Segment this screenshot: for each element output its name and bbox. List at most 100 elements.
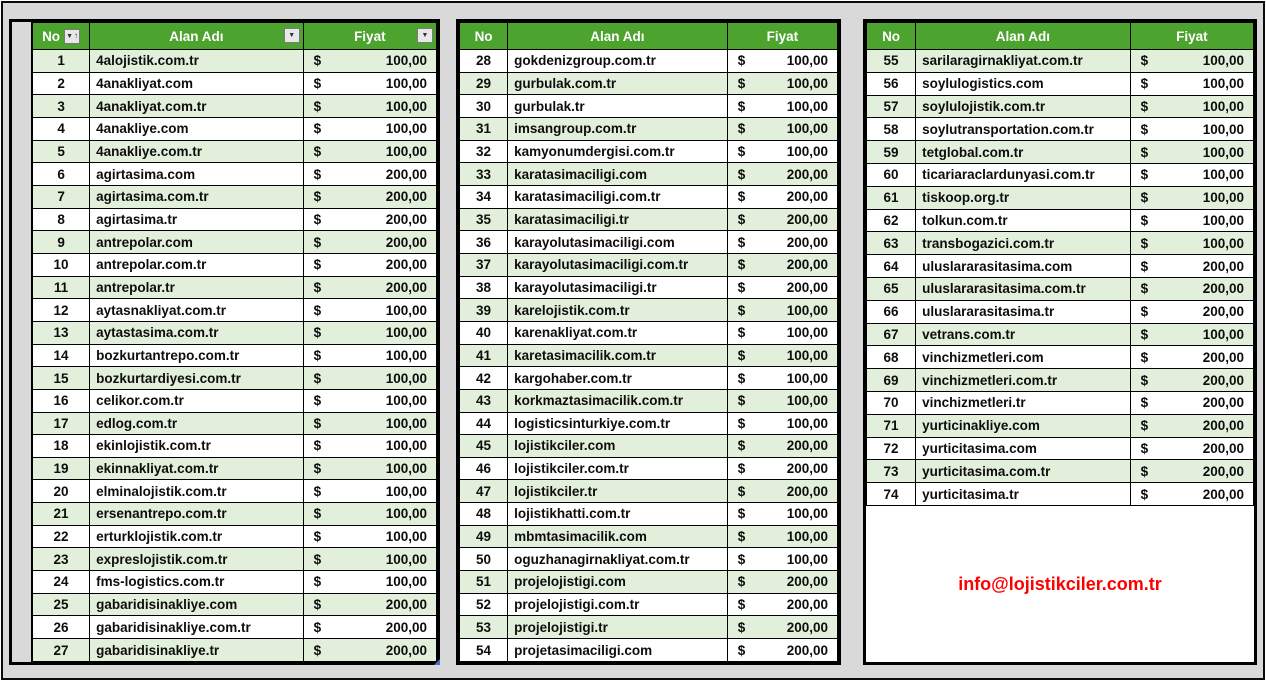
row-number-cell[interactable]: 27 xyxy=(31,638,91,662)
price-cell[interactable]: $100,00 xyxy=(302,116,438,141)
row-number-cell[interactable]: 11 xyxy=(31,275,91,300)
price-cell[interactable]: $100,00 xyxy=(726,524,839,549)
price-cell[interactable]: $100,00 xyxy=(302,502,438,526)
domain-cell[interactable]: lojistikciler.com.tr xyxy=(507,456,728,481)
row-number-cell[interactable]: 10 xyxy=(31,252,91,277)
price-cell[interactable]: $100,00 xyxy=(726,366,839,390)
row-number-cell[interactable]: 12 xyxy=(31,298,91,322)
row-number-cell[interactable]: 15 xyxy=(31,366,91,390)
domain-cell[interactable]: yurticitasima.com xyxy=(915,436,1131,461)
row-number-cell[interactable]: 60 xyxy=(865,162,917,187)
row-number-cell[interactable]: 56 xyxy=(865,71,917,96)
domain-cell[interactable]: karetasimacilik.com.tr xyxy=(507,343,728,368)
domain-cell[interactable]: uluslararasitasima.com xyxy=(915,254,1131,278)
price-cell[interactable]: $200,00 xyxy=(1129,436,1255,461)
domain-cell[interactable]: imsangroup.com.tr xyxy=(507,116,728,141)
domain-cell[interactable]: vinchizmetleri.com.tr xyxy=(915,368,1131,392)
domain-cell[interactable]: ekinlojistik.com.tr xyxy=(89,434,304,458)
domain-cell[interactable]: mbmtasimacilik.com xyxy=(507,524,728,549)
domain-cell[interactable]: ticariaraclardunyasi.com.tr xyxy=(915,162,1131,187)
domain-cell[interactable]: lojistikciler.tr xyxy=(507,479,728,504)
row-number-cell[interactable]: 50 xyxy=(458,547,509,572)
row-number-cell[interactable]: 42 xyxy=(458,366,509,390)
domain-cell[interactable]: edlog.com.tr xyxy=(89,411,304,436)
price-cell[interactable]: $100,00 xyxy=(726,343,839,368)
price-cell[interactable]: $200,00 xyxy=(302,184,438,209)
row-number-cell[interactable]: 72 xyxy=(865,436,917,461)
domain-cell[interactable]: gabaridisinakliye.com xyxy=(89,592,304,617)
domain-cell[interactable]: projelojistigi.com xyxy=(507,570,728,594)
row-number-cell[interactable]: 53 xyxy=(458,615,509,640)
price-cell[interactable]: $100,00 xyxy=(302,547,438,572)
row-number-cell[interactable]: 61 xyxy=(865,185,917,210)
price-cell[interactable]: $200,00 xyxy=(1129,276,1255,301)
domain-cell[interactable]: 4anakliyat.com xyxy=(89,71,304,96)
row-number-cell[interactable]: 73 xyxy=(865,459,917,484)
price-cell[interactable]: $100,00 xyxy=(302,524,438,549)
price-cell[interactable]: $200,00 xyxy=(726,592,839,617)
row-number-cell[interactable]: 28 xyxy=(458,49,509,73)
row-number-cell[interactable]: 18 xyxy=(31,434,91,458)
row-number-cell[interactable]: 62 xyxy=(865,208,917,233)
domain-cell[interactable]: karayolutasimaciligi.com.tr xyxy=(507,252,728,277)
price-cell[interactable]: $100,00 xyxy=(726,547,839,572)
domain-cell[interactable]: soylulogistics.com xyxy=(915,71,1131,96)
price-cell[interactable]: $200,00 xyxy=(1129,390,1255,415)
price-cell[interactable]: $100,00 xyxy=(726,388,839,413)
price-cell[interactable]: $200,00 xyxy=(1129,413,1255,438)
price-cell[interactable]: $100,00 xyxy=(302,320,438,345)
row-number-cell[interactable]: 34 xyxy=(458,184,509,209)
row-number-cell[interactable]: 4 xyxy=(31,116,91,141)
price-cell[interactable]: $200,00 xyxy=(726,162,839,186)
row-number-cell[interactable]: 2 xyxy=(31,71,91,96)
domain-cell[interactable]: bozkurtardiyesi.com.tr xyxy=(89,366,304,390)
row-number-cell[interactable]: 69 xyxy=(865,368,917,392)
column-header-domain[interactable]: Alan Adı xyxy=(507,22,728,50)
domain-cell[interactable]: agirtasima.com xyxy=(89,162,304,186)
price-cell[interactable]: $100,00 xyxy=(302,570,438,594)
domain-cell[interactable]: oguzhanagirnakliyat.com.tr xyxy=(507,547,728,572)
price-cell[interactable]: $100,00 xyxy=(302,388,438,413)
domain-cell[interactable]: tiskoop.org.tr xyxy=(915,185,1131,210)
price-cell[interactable]: $100,00 xyxy=(302,94,438,118)
column-header-no[interactable]: No ▼ ↑ xyxy=(31,22,91,50)
row-number-cell[interactable]: 16 xyxy=(31,388,91,413)
row-number-cell[interactable]: 39 xyxy=(458,298,509,322)
price-cell[interactable]: $200,00 xyxy=(302,638,438,662)
domain-cell[interactable]: uluslararasitasima.com.tr xyxy=(915,276,1131,301)
price-cell[interactable]: $100,00 xyxy=(1129,208,1255,233)
price-cell[interactable]: $200,00 xyxy=(726,230,839,254)
row-number-cell[interactable]: 59 xyxy=(865,140,917,164)
row-number-cell[interactable]: 40 xyxy=(458,320,509,345)
domain-cell[interactable]: karenakliyat.com.tr xyxy=(507,320,728,345)
domain-cell[interactable]: projelojistigi.com.tr xyxy=(507,592,728,617)
price-cell[interactable]: $200,00 xyxy=(726,456,839,481)
domain-cell[interactable]: lojistikciler.com xyxy=(507,434,728,458)
domain-cell[interactable]: gokdenizgroup.com.tr xyxy=(507,49,728,73)
column-header-domain[interactable]: Alan Adı xyxy=(915,22,1131,50)
domain-cell[interactable]: vinchizmetleri.tr xyxy=(915,390,1131,415)
domain-cell[interactable]: soylulojistik.com.tr xyxy=(915,94,1131,119)
domain-cell[interactable]: karayolutasimaciligi.tr xyxy=(507,275,728,300)
domain-cell[interactable]: antrepolar.com xyxy=(89,230,304,254)
row-number-cell[interactable]: 9 xyxy=(31,230,91,254)
column-header-price[interactable]: Fiyat xyxy=(726,22,839,50)
row-number-cell[interactable]: 48 xyxy=(458,502,509,526)
row-number-cell[interactable]: 38 xyxy=(458,275,509,300)
price-cell[interactable]: $200,00 xyxy=(726,570,839,594)
row-number-cell[interactable]: 31 xyxy=(458,116,509,141)
domain-cell[interactable]: aytastasima.com.tr xyxy=(89,320,304,345)
domain-cell[interactable]: ekinnakliyat.com.tr xyxy=(89,456,304,481)
price-cell[interactable]: $100,00 xyxy=(302,49,438,73)
price-cell[interactable]: $200,00 xyxy=(1129,299,1255,324)
price-cell[interactable]: $100,00 xyxy=(302,434,438,458)
domain-cell[interactable]: yurticinakliye.com xyxy=(915,413,1131,438)
row-number-cell[interactable]: 32 xyxy=(458,139,509,164)
column-header-domain[interactable]: Alan Adı ▼ xyxy=(89,22,304,50)
price-cell[interactable]: $200,00 xyxy=(302,207,438,232)
row-number-cell[interactable]: 74 xyxy=(865,482,917,506)
price-cell[interactable]: $200,00 xyxy=(302,275,438,300)
price-cell[interactable]: $200,00 xyxy=(1129,254,1255,278)
domain-cell[interactable]: expreslojistik.com.tr xyxy=(89,547,304,572)
row-number-cell[interactable]: 25 xyxy=(31,592,91,617)
